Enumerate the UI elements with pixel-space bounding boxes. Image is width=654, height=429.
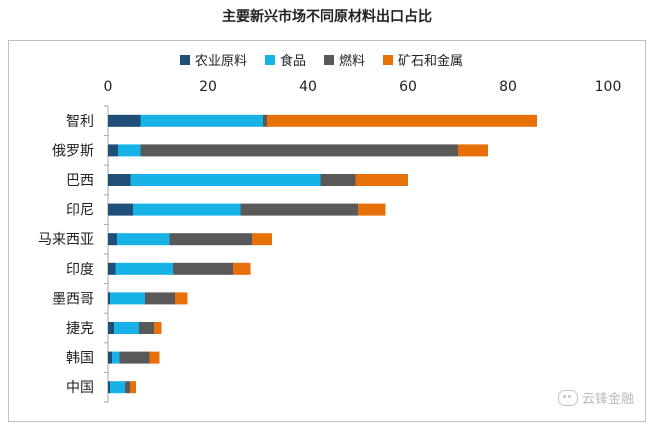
chart-title: 主要新兴市场不同原材料出口占比 [222, 9, 432, 25]
bar-segment [320, 174, 356, 186]
x-tick-label: 100 [595, 79, 622, 95]
bar-segment [149, 351, 160, 364]
bar-segment [130, 174, 321, 186]
bar-segment [108, 144, 118, 157]
bar-segment [108, 174, 131, 186]
bar-segment [140, 114, 263, 127]
bar-segment [175, 292, 188, 305]
legend-swatch-food [265, 54, 276, 65]
y-tick-label: 马来西亚 [38, 232, 94, 248]
legend-item-ore: 矿石和金属 [383, 50, 463, 69]
legend-swatch-fuel [324, 54, 335, 65]
bar-segment [110, 292, 145, 305]
bar-segment [263, 114, 267, 127]
y-tick-label: 印尼 [66, 203, 94, 219]
legend-label-agri: 农业原料 [195, 54, 248, 69]
y-tick-label: 巴西 [66, 173, 94, 189]
bar-segment [125, 381, 130, 394]
legend-label-food: 食品 [280, 54, 307, 69]
bar-segment [108, 322, 114, 334]
bar-segment [114, 322, 139, 334]
bar-segment [108, 203, 133, 216]
bar-segment [108, 262, 116, 275]
bar-segment [267, 114, 537, 127]
y-tick-label: 俄罗斯 [52, 143, 94, 159]
chat-icon [557, 389, 578, 406]
legend-label-ore: 矿石和金属 [398, 54, 464, 69]
bar-segment [139, 322, 154, 334]
bar-segment [117, 233, 170, 246]
bar-segment [108, 114, 141, 127]
chart-frame [8, 40, 646, 422]
bar-segment [108, 292, 110, 305]
x-tick-label: 20 [199, 79, 217, 95]
bar-segment [252, 233, 272, 246]
legend-item-food: 食品 [265, 50, 306, 69]
bar-segment [458, 144, 488, 157]
x-tick-label: 0 [104, 79, 113, 95]
bar-segment [110, 381, 125, 394]
bar-segment [173, 262, 233, 275]
legend-item-agri: 农业原料 [180, 50, 247, 69]
x-tick-label: 80 [499, 79, 517, 95]
y-tick-label: 韩国 [66, 351, 94, 367]
y-tick-label: 墨西哥 [52, 291, 94, 307]
x-tick-label: 60 [399, 79, 417, 95]
bar-segment [115, 262, 173, 275]
x-tick-label: 40 [299, 79, 317, 95]
bar-segment [169, 233, 252, 246]
bar-segment [358, 203, 386, 216]
legend: 农业原料 食品 燃料 矿石和金属 [180, 50, 463, 69]
bar-segment [240, 203, 358, 216]
bar-segment [112, 351, 120, 364]
y-tick-label: 智利 [66, 114, 94, 130]
watermark-text: 云锋金融 [581, 392, 634, 407]
bar-segment [108, 351, 112, 364]
legend-item-fuel: 燃料 [324, 50, 365, 69]
bar-segment [233, 262, 251, 275]
bar-segment [108, 233, 117, 246]
bar-segment [145, 292, 175, 305]
bar-segment [119, 351, 150, 364]
y-tick-label: 印度 [66, 262, 94, 278]
y-tick-label: 捷克 [66, 321, 94, 337]
bar-segment [108, 381, 110, 394]
legend-label-fuel: 燃料 [339, 54, 366, 69]
bar-segment [355, 174, 408, 186]
bar-segment [154, 322, 162, 334]
bar-segment [118, 144, 141, 157]
bar-segment [140, 144, 458, 157]
watermark: 云锋金融 [557, 388, 634, 407]
legend-swatch-ore [383, 54, 394, 65]
bar-segment [133, 203, 241, 216]
legend-swatch-agri [180, 54, 190, 65]
bar-segment [130, 381, 136, 394]
y-tick-label: 中国 [66, 380, 94, 396]
